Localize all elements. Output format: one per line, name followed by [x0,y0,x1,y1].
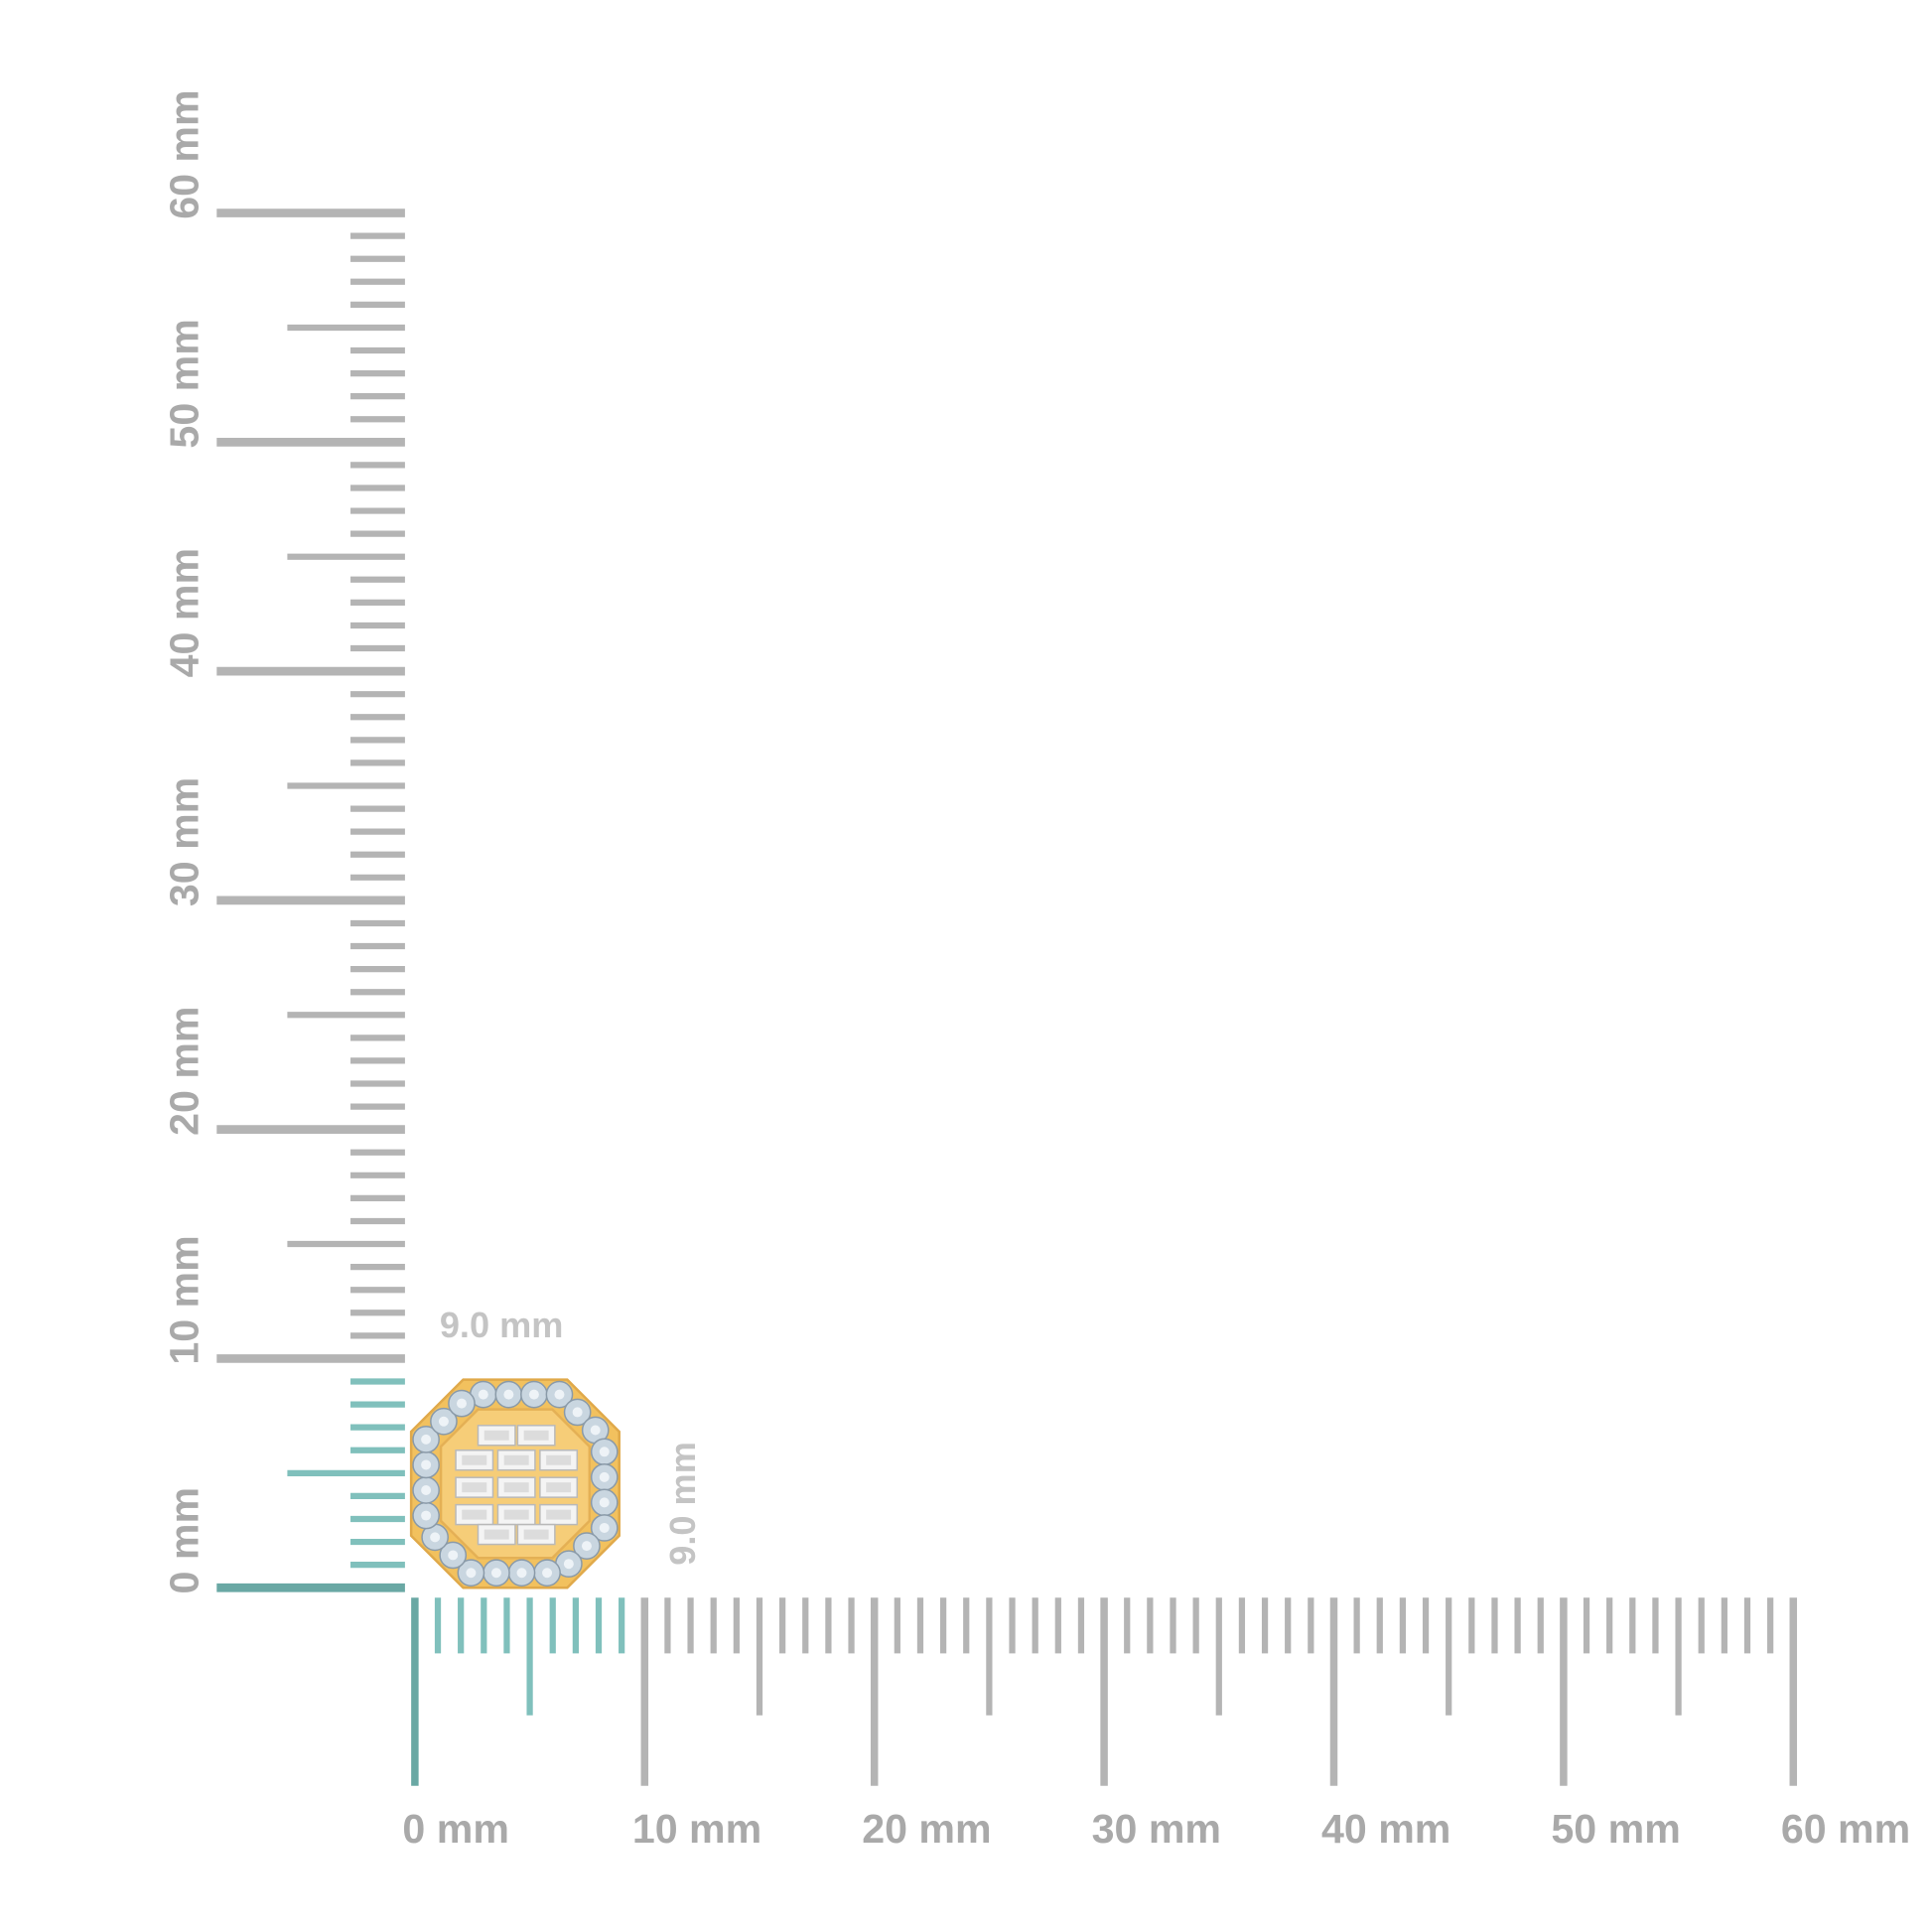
vertical-tick-label: 40 mm [162,548,207,677]
baguette-facet [503,1454,529,1465]
horizontal-tick-label: 30 mm [1092,1806,1221,1852]
stone-facet [528,1389,539,1400]
stone-facet [421,1434,432,1445]
stone-facet [438,1416,449,1427]
vertical-tick-label: 10 mm [162,1235,207,1364]
stone-facet [599,1522,610,1533]
vertical-ruler [216,208,405,1592]
vertical-tick-label: 20 mm [162,1006,207,1135]
baguette-facet [462,1509,487,1520]
stone-facet [563,1559,574,1570]
stone-facet [430,1532,441,1543]
baguette-facet [546,1509,572,1520]
stone-facet [542,1568,553,1579]
stone-facet [421,1510,432,1521]
horizontal-tick-label: 50 mm [1551,1806,1680,1852]
baguette-facet [483,1430,509,1441]
stone-facet [490,1568,501,1579]
stone-facet [457,1398,467,1409]
earring-image [409,1378,621,1589]
horizontal-ruler-labels: 0 mm 10 mm 20 mm 30 mm 40 mm 50 mm 60 mm [402,1806,1910,1852]
height-dimension-label: 9.0 mm [662,1442,703,1566]
stone-facet [516,1568,527,1579]
horizontal-tick-label: 60 mm [1781,1806,1910,1852]
baguette-facet [503,1509,529,1520]
vertical-tick-label: 30 mm [162,777,207,906]
baguette-facet [546,1454,572,1465]
baguette-facet [462,1482,487,1493]
baguette-facet [483,1529,509,1540]
width-dimension-label: 9.0 mm [440,1305,564,1345]
horizontal-tick-label: 10 mm [632,1806,761,1852]
baguette-facet [503,1482,529,1493]
horizontal-ruler [411,1597,1798,1786]
stone-facet [581,1541,592,1552]
stone-facet [503,1389,514,1400]
stone-facet [572,1407,583,1418]
vertical-ruler-labels: 0 mm 10 mm 20 mm 30 mm 40 mm 50 mm 60 mm [162,89,207,1593]
stone-facet [421,1485,432,1495]
horizontal-tick-label: 0 mm [402,1806,509,1852]
stone-facet [448,1550,459,1561]
vertical-tick-label: 60 mm [162,89,207,218]
vertical-tick-label: 50 mm [162,319,207,448]
stone-facet [590,1425,601,1436]
baguette-facet [523,1430,549,1441]
stone-facet [554,1389,565,1400]
baguette-facet [462,1454,487,1465]
horizontal-tick-label: 40 mm [1321,1806,1450,1852]
stone-facet [599,1447,610,1457]
baguette-facet [546,1482,572,1493]
vertical-tick-label: 0 mm [162,1487,207,1594]
stone-facet [421,1459,432,1470]
stone-facet [478,1389,488,1400]
stone-facet [466,1568,477,1579]
stone-facet [599,1471,610,1482]
stone-facet [599,1497,610,1508]
horizontal-tick-label: 20 mm [862,1806,991,1852]
baguette-facet [523,1529,549,1540]
